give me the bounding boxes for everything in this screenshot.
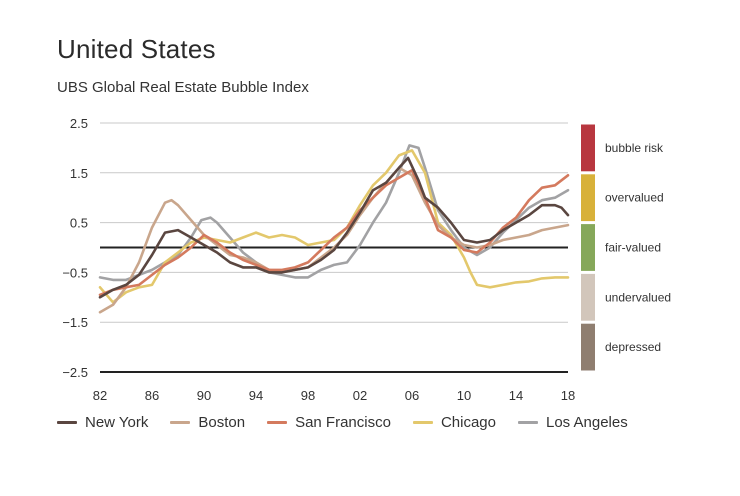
risk-band-label: fair-valued bbox=[605, 241, 661, 255]
legend-swatch bbox=[518, 421, 538, 424]
x-tick-label: 94 bbox=[249, 388, 263, 403]
y-tick-label: 1.5 bbox=[70, 166, 88, 181]
x-tick-label: 18 bbox=[561, 388, 575, 403]
risk-band-fair-valued bbox=[581, 224, 595, 271]
legend-swatch bbox=[412, 421, 433, 424]
risk-band-depressed bbox=[581, 323, 595, 371]
legend-item: San Francisco bbox=[267, 414, 391, 431]
legend-item: New York bbox=[57, 414, 148, 431]
risk-band-label: undervalued bbox=[605, 290, 671, 304]
risk-band-overvalued bbox=[581, 174, 595, 222]
x-tick-label: 98 bbox=[301, 388, 315, 403]
x-tick-label: 82 bbox=[93, 388, 107, 403]
legend-item: Los Angeles bbox=[518, 414, 628, 431]
risk-band-label: bubble risk bbox=[605, 141, 664, 155]
chart-title: United States bbox=[57, 34, 216, 64]
y-tick-label: 0.5 bbox=[70, 216, 88, 231]
x-tick-label: 86 bbox=[145, 388, 159, 403]
legend-label: Los Angeles bbox=[546, 414, 628, 431]
risk-band-undervalued bbox=[581, 273, 595, 321]
y-tick-label: −0.5 bbox=[62, 265, 88, 280]
y-tick-label: 2.5 bbox=[70, 116, 88, 131]
legend-label: Chicago bbox=[440, 414, 496, 431]
series-line-new-york bbox=[98, 156, 570, 299]
legend-label: San Francisco bbox=[295, 414, 391, 431]
legend-swatch bbox=[57, 421, 77, 424]
chart-legend: New York Boston San Francisco Chicago Los An… bbox=[57, 414, 650, 431]
x-tick-label: 02 bbox=[353, 388, 367, 403]
x-tick-label: 14 bbox=[509, 388, 523, 403]
legend-label: Boston bbox=[198, 414, 246, 431]
risk-band-label: depressed bbox=[605, 340, 661, 354]
legend-item: Chicago bbox=[412, 414, 496, 431]
x-tick-label: 90 bbox=[197, 388, 211, 403]
y-tick-label: −1.5 bbox=[62, 315, 88, 330]
risk-band-bubble-risk bbox=[581, 124, 595, 172]
legend-item: Boston bbox=[170, 414, 245, 431]
risk-band-label: overvalued bbox=[605, 191, 664, 205]
chart-subtitle: UBS Global Real Estate Bubble Index bbox=[57, 79, 309, 96]
x-tick-label: 06 bbox=[405, 388, 419, 403]
legend-swatch bbox=[170, 421, 191, 424]
legend-label: New York bbox=[85, 414, 149, 431]
legend-swatch bbox=[267, 421, 288, 424]
x-tick-label: 10 bbox=[457, 388, 471, 403]
series-line-san-francisco bbox=[98, 169, 570, 297]
y-tick-label: −2.5 bbox=[62, 365, 88, 380]
